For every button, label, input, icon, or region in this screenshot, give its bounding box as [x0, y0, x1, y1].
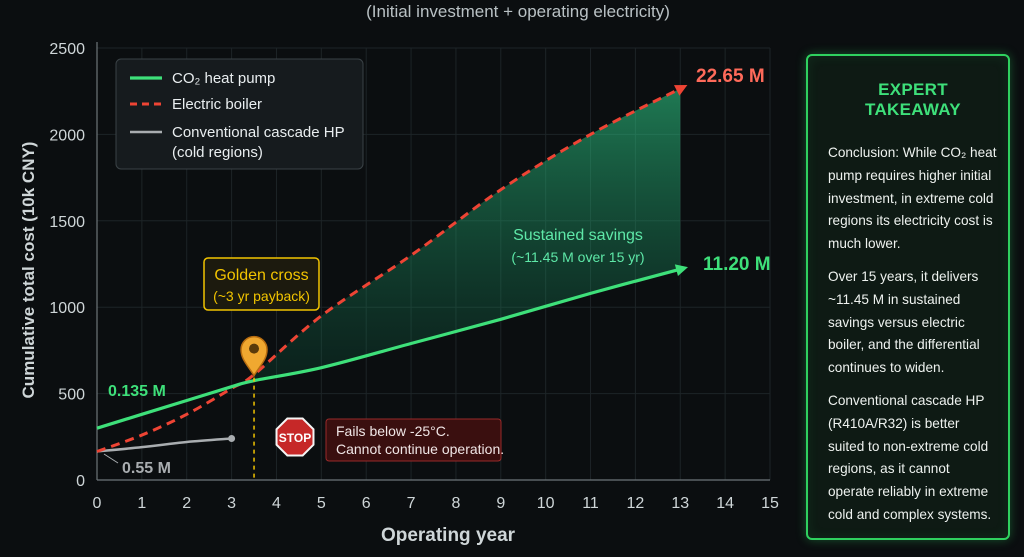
cascade-start-label: 0.55 M [122, 460, 171, 477]
pin-shape [240, 335, 268, 378]
axes: 0 1 2 3 4 5 6 7 8 9 10 11 12 13 14 15050010001500200025… [49, 41, 779, 512]
stop-note-box [325, 418, 502, 462]
arrowhead-co2-heat-pump [674, 264, 688, 277]
co2-end-label: 11.20 M [703, 254, 771, 275]
x-tick-label: 1 [137, 495, 146, 512]
savings-area [254, 88, 681, 381]
golden-cross-sublabel: (~3 yr payback) [213, 288, 310, 304]
series-line-cascade-hp [96, 437, 232, 453]
y-tick-label: 1000 [49, 300, 85, 317]
x-tick-label: 3 [227, 495, 236, 512]
series-lines [96, 84, 688, 453]
stop-note-line1: Fails below -25°C. [336, 423, 450, 439]
y-tick-label: 2000 [49, 127, 85, 144]
legend-label-co2: CO₂ heat pump [172, 70, 275, 87]
takeaway-paragraph-1: Conclusion: While CO₂ heat pump requires… [828, 145, 997, 252]
x-tick-label: 2 [182, 495, 191, 512]
golden-cross-label: Golden cross [214, 267, 308, 284]
y-tick-label: 500 [58, 387, 85, 404]
x-axis-label: Operating year [381, 525, 516, 546]
x-tick-label: 9 [496, 495, 505, 512]
x-tick-label: 6 [362, 495, 371, 512]
chart-subtitle: (Initial investment + operating electric… [366, 2, 670, 21]
x-tick-label: 11 [582, 495, 599, 512]
x-tick-label: 13 [671, 495, 689, 512]
x-tick-label: 12 [627, 495, 645, 512]
y-tick-label: 2500 [49, 41, 85, 58]
stop-octagon [275, 417, 315, 457]
cascade-start-leader [103, 453, 119, 464]
x-tick-label: 14 [716, 495, 734, 512]
boiler-end-label: 22.65 M [696, 66, 765, 87]
x-tick-label: 10 [537, 495, 555, 512]
y-tick-label: 1500 [49, 214, 85, 231]
golden-cross-box [203, 257, 320, 311]
savings-label: Sustained savings [513, 227, 643, 244]
savings-sublabel: (~11.45 M over 15 yr) [511, 249, 644, 265]
legend-label-cascade-2: (cold regions) [172, 144, 263, 161]
location-pin-icon [240, 335, 268, 378]
x-tick-label: 7 [407, 495, 416, 512]
y-axis-label: Cumulative total cost (10k CNY) [19, 142, 38, 399]
takeaway-title: EXPERT TAKEAWAY [865, 80, 961, 119]
stop-text: STOP [279, 431, 311, 445]
y-tick-label: 0 [76, 473, 85, 490]
legend-box [115, 58, 364, 170]
takeaway-paragraph-2: Over 15 years, it delivers ~11.45 M in s… [828, 268, 980, 376]
series-line-electric-boiler [96, 87, 681, 453]
pin-hole [249, 343, 260, 354]
expert-takeaway-panel: EXPERT TAKEAWAY Conclusion: While CO₂ he… [806, 54, 1010, 540]
legend-label-cascade: Conventional cascade HP [172, 124, 345, 141]
cost-chart: (Initial investment + operating electric… [19, 2, 779, 546]
arrowhead-electric-boiler [673, 84, 688, 96]
cascade-end-point [228, 435, 236, 443]
x-tick-label: 0 [93, 495, 102, 512]
x-tick-label: 15 [761, 495, 779, 512]
annotations: Golden cross (~3 yr payback) 22.65 M 11.20 … [103, 58, 771, 480]
takeaway-paragraph-3: Conventional cascade HP (R410A/R32) is b… [828, 392, 992, 522]
x-tick-label: 4 [272, 495, 281, 512]
x-tick-label: 8 [451, 495, 460, 512]
legend: CO₂ heat pump Electric boiler Conventional… [115, 58, 364, 170]
legend-label-boiler: Electric boiler [172, 96, 262, 113]
co2-start-label: 0.135 M [108, 383, 166, 400]
stop-note-line2: Cannot continue operation. [336, 441, 504, 457]
x-tick-label: 5 [317, 495, 326, 512]
series-line-co2-heat-pump [96, 267, 681, 430]
stop-sign-icon: STOP [275, 417, 315, 457]
